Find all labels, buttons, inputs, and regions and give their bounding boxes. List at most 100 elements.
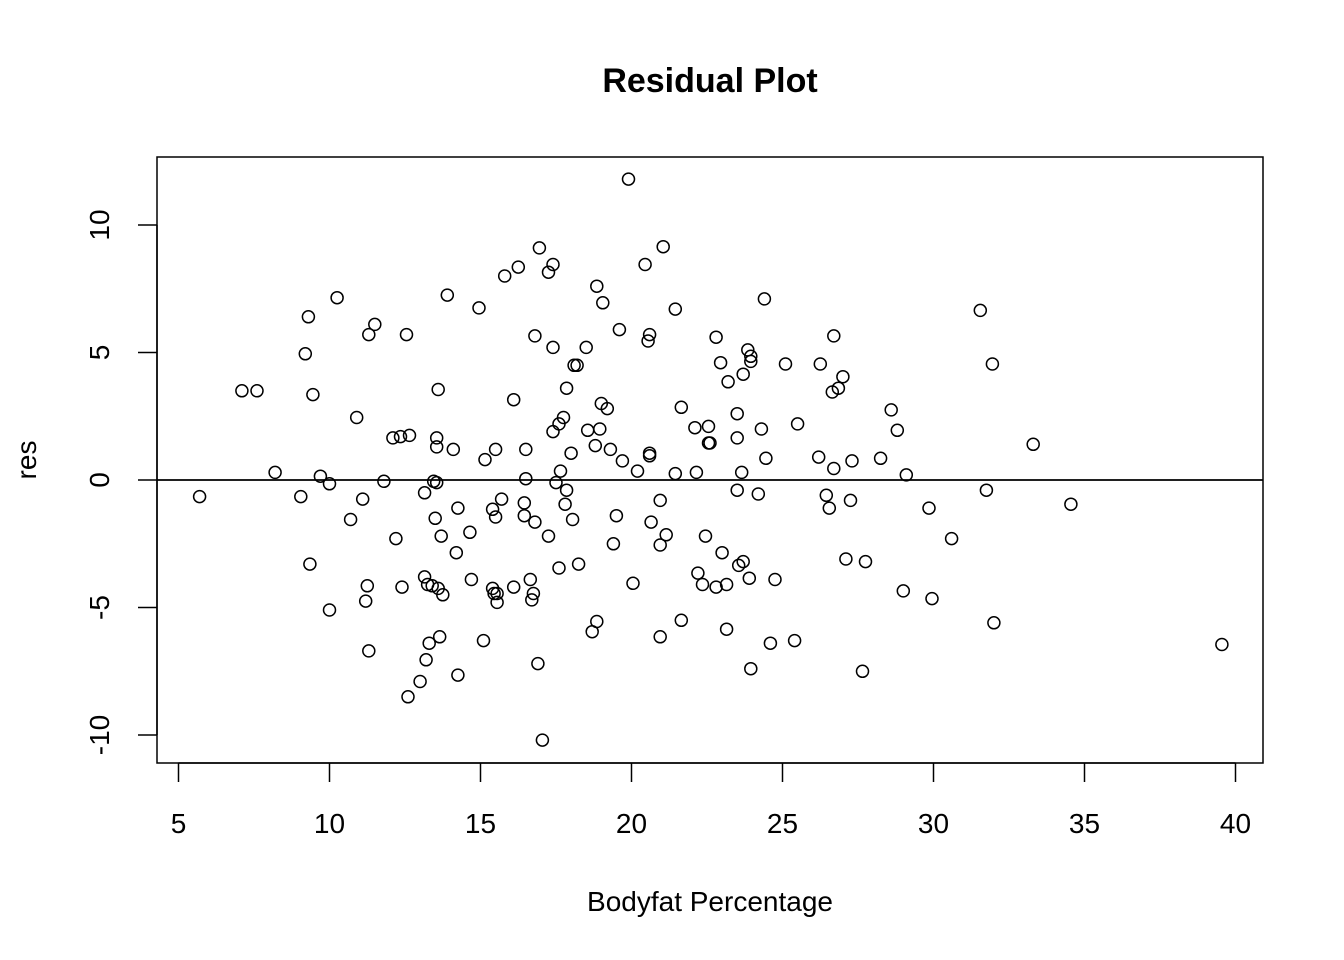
y-tick-label: 5 xyxy=(84,345,115,361)
data-point xyxy=(268,465,282,480)
data-point xyxy=(580,423,595,438)
data-point xyxy=(570,358,584,373)
data-point xyxy=(546,257,560,272)
data-point xyxy=(1064,497,1078,511)
data-point xyxy=(691,566,705,580)
data-point xyxy=(674,613,689,628)
data-point xyxy=(688,420,702,435)
data-point xyxy=(638,257,652,272)
data-point xyxy=(596,296,610,310)
y-axis-label: res xyxy=(11,441,42,480)
data-point xyxy=(298,347,313,361)
data-point xyxy=(744,661,758,676)
data-point xyxy=(787,633,802,648)
data-point xyxy=(653,630,667,644)
data-point xyxy=(588,438,603,453)
data-point xyxy=(736,554,750,569)
data-point xyxy=(719,577,734,592)
data-point xyxy=(606,537,621,551)
data-point xyxy=(858,554,873,569)
data-point xyxy=(476,633,491,648)
data-point xyxy=(884,403,898,417)
data-point xyxy=(488,510,503,524)
data-point xyxy=(730,431,744,445)
data-point xyxy=(472,301,486,315)
data-point xyxy=(873,451,888,466)
data-point xyxy=(731,558,746,573)
data-point xyxy=(413,674,427,689)
data-point xyxy=(985,357,1000,371)
data-point xyxy=(653,538,667,552)
data-point xyxy=(306,387,320,402)
data-point xyxy=(451,668,465,682)
data-point xyxy=(763,636,778,650)
data-point xyxy=(721,375,735,389)
data-point xyxy=(668,302,683,316)
data-point xyxy=(393,429,408,444)
x-tick-label: 20 xyxy=(616,808,647,839)
data-point xyxy=(973,303,988,318)
data-point xyxy=(565,512,580,527)
data-point xyxy=(715,545,729,560)
data-point xyxy=(541,265,556,279)
data-point xyxy=(362,644,376,658)
data-point xyxy=(827,329,841,343)
data-point xyxy=(428,511,442,526)
data-point xyxy=(621,172,636,186)
x-tick-label: 15 xyxy=(465,808,496,839)
y-axis: -10 -5 0 5 10 xyxy=(84,209,158,755)
data-point xyxy=(559,381,574,395)
data-point xyxy=(744,354,758,369)
data-point xyxy=(386,431,400,445)
data-point xyxy=(360,579,375,593)
data-point xyxy=(564,446,578,460)
data-point xyxy=(590,614,604,629)
data-point xyxy=(987,616,1001,630)
data-point xyxy=(330,290,344,305)
data-point xyxy=(742,571,757,585)
data-point xyxy=(759,451,773,466)
data-point xyxy=(890,423,905,438)
data-point xyxy=(349,410,364,425)
data-point xyxy=(757,292,772,306)
data-point xyxy=(463,525,477,540)
data-point xyxy=(313,469,328,483)
y-tick-label: -5 xyxy=(84,595,115,620)
y-tick-label: -10 xyxy=(84,715,115,755)
data-point xyxy=(701,419,716,434)
data-point xyxy=(641,334,655,348)
data-point xyxy=(845,454,859,468)
data-point xyxy=(531,656,545,671)
x-tick-label: 40 xyxy=(1220,808,1251,839)
data-point xyxy=(422,636,436,650)
data-point xyxy=(612,322,627,337)
data-point xyxy=(431,382,445,397)
data-point xyxy=(778,357,793,371)
data-point xyxy=(734,465,749,480)
data-point xyxy=(528,515,542,529)
data-point xyxy=(250,384,264,398)
data-point xyxy=(653,493,667,508)
data-point xyxy=(358,594,373,608)
data-point xyxy=(768,572,782,587)
data-point xyxy=(549,475,563,490)
data-point xyxy=(417,570,432,584)
data-point xyxy=(593,422,607,436)
data-point xyxy=(836,369,850,384)
data-point xyxy=(401,690,415,704)
data-point xyxy=(436,588,450,602)
x-tick-label: 30 xyxy=(918,808,949,839)
data-point xyxy=(488,442,503,457)
data-point xyxy=(303,557,317,571)
data-point xyxy=(615,454,630,468)
data-point xyxy=(523,572,538,587)
data-point xyxy=(709,580,723,594)
x-axis-label: Bodyfat Percentage xyxy=(587,886,833,917)
data-point xyxy=(1026,437,1040,452)
plot-frame xyxy=(156,156,1264,764)
data-point xyxy=(709,330,723,344)
scatter-points xyxy=(192,172,1229,747)
data-point xyxy=(511,260,526,274)
data-point xyxy=(478,452,492,467)
